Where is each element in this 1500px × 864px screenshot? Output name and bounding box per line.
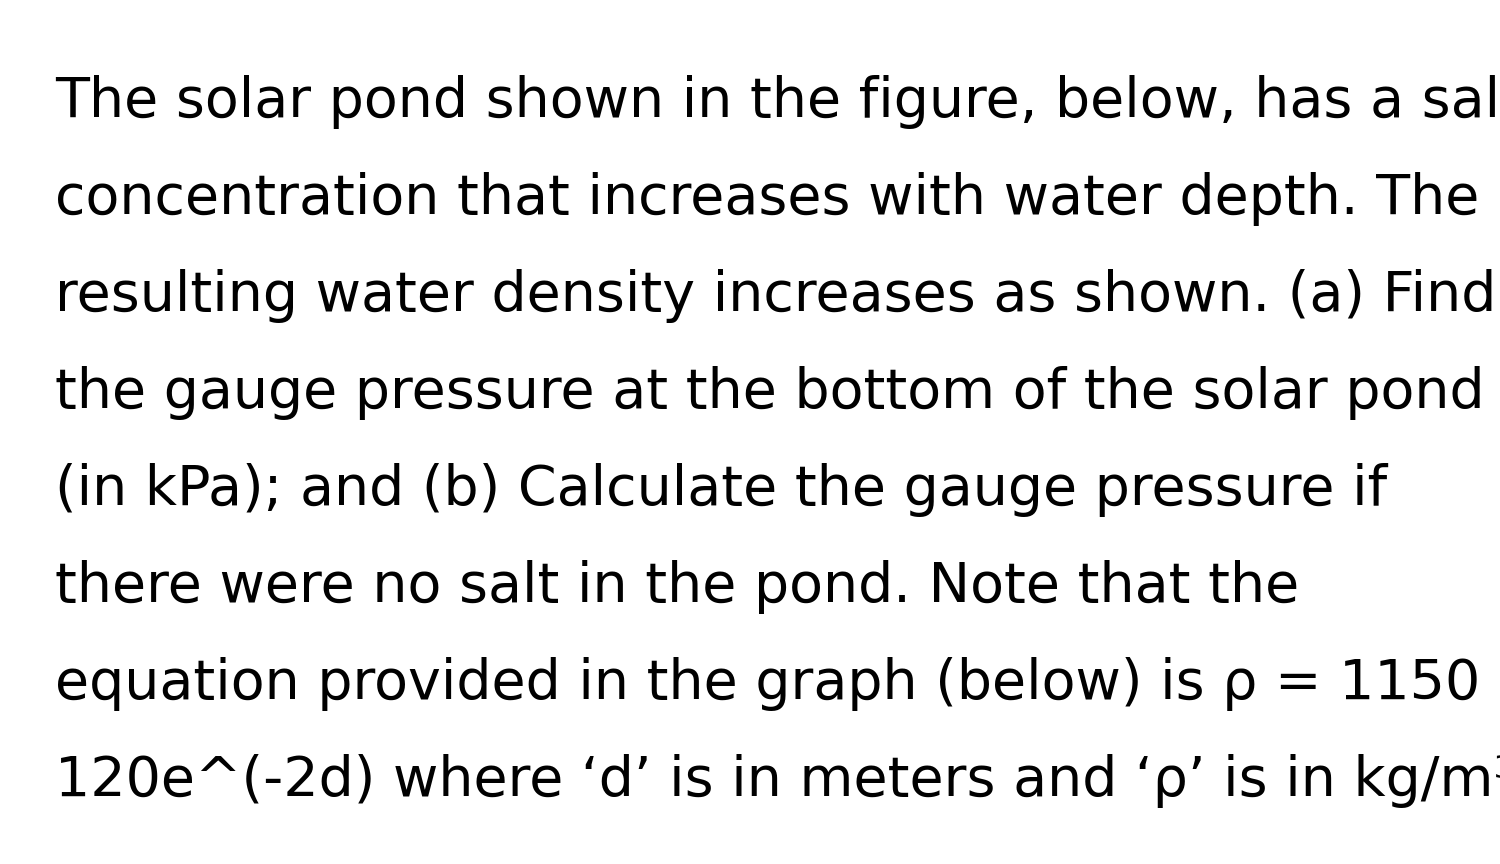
- Text: the gauge pressure at the bottom of the solar pond: the gauge pressure at the bottom of the …: [56, 366, 1485, 420]
- Text: concentration that increases with water depth. The: concentration that increases with water …: [56, 172, 1479, 226]
- Text: equation provided in the graph (below) is ρ = 1150 –: equation provided in the graph (below) i…: [56, 657, 1500, 711]
- Text: 120e^(-2d) where ‘d’ is in meters and ‘ρ’ is in kg/m³.: 120e^(-2d) where ‘d’ is in meters and ‘ρ…: [56, 754, 1500, 808]
- Text: resulting water density increases as shown. (a) Find: resulting water density increases as sho…: [56, 269, 1497, 323]
- Text: there were no salt in the pond. Note that the: there were no salt in the pond. Note tha…: [56, 560, 1299, 614]
- Text: (in kPa); and (b) Calculate the gauge pressure if: (in kPa); and (b) Calculate the gauge pr…: [56, 463, 1388, 517]
- Text: The solar pond shown in the figure, below, has a salt: The solar pond shown in the figure, belo…: [56, 75, 1500, 129]
